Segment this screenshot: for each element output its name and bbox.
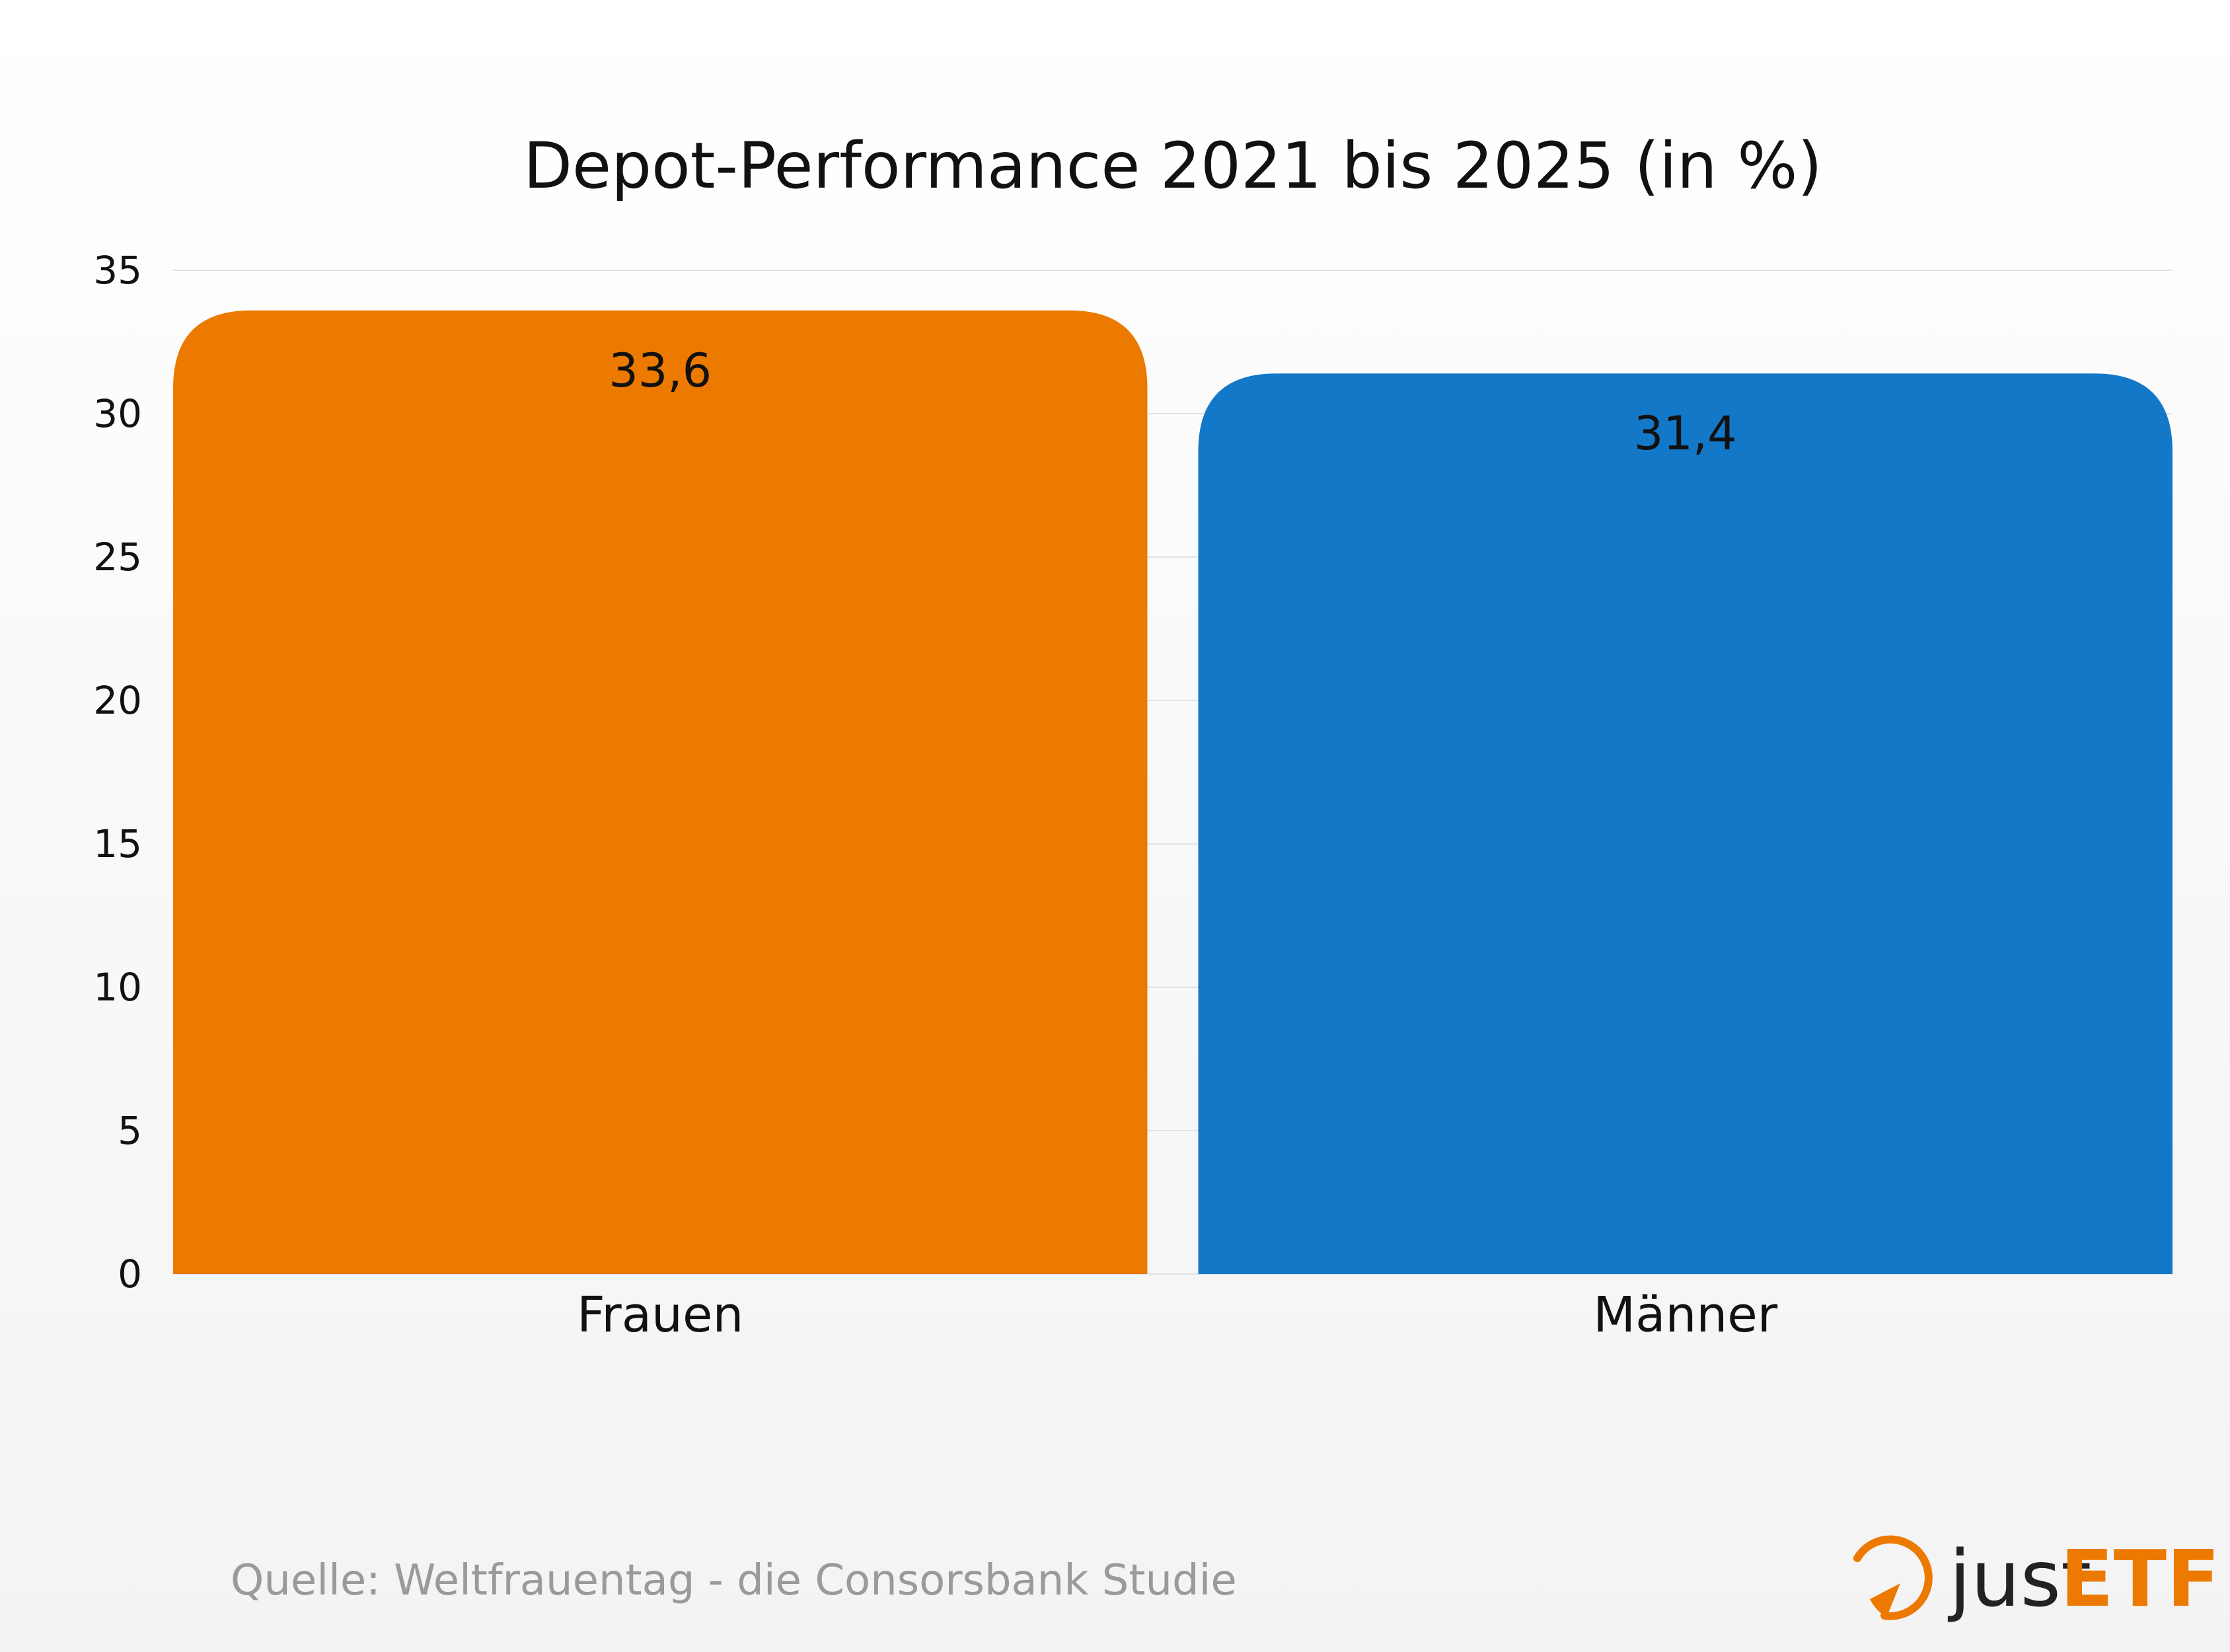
y-tick-label: 15 bbox=[93, 821, 142, 866]
logo-gauge-icon bbox=[1853, 1535, 1933, 1620]
data-label: 31,4 bbox=[1634, 406, 1737, 461]
chart-title: Depot-Performance 2021 bis 2025 (in %) bbox=[523, 129, 1822, 203]
bar-männer bbox=[1198, 373, 2173, 1274]
y-tick-label: 0 bbox=[118, 1252, 142, 1296]
source-note: Quelle: Weltfrauentag - die Consorsbank … bbox=[231, 1556, 1237, 1605]
y-tick-label: 10 bbox=[93, 965, 142, 1010]
justetf-logo: just ETF bbox=[1853, 1533, 2220, 1624]
x-tick-label: Männer bbox=[1593, 1287, 1778, 1343]
y-tick-label: 30 bbox=[93, 391, 142, 436]
y-tick-label: 5 bbox=[118, 1108, 142, 1153]
y-tick-label: 35 bbox=[93, 248, 142, 293]
bar-frauen bbox=[173, 310, 1148, 1274]
x-tick-label: Frauen bbox=[577, 1287, 743, 1343]
logo-text-etf: ETF bbox=[2060, 1533, 2220, 1624]
y-tick-label: 20 bbox=[93, 678, 142, 723]
data-label: 33,6 bbox=[609, 344, 712, 398]
y-tick-label: 25 bbox=[93, 535, 142, 580]
logo-text-just: just bbox=[1947, 1533, 2091, 1624]
